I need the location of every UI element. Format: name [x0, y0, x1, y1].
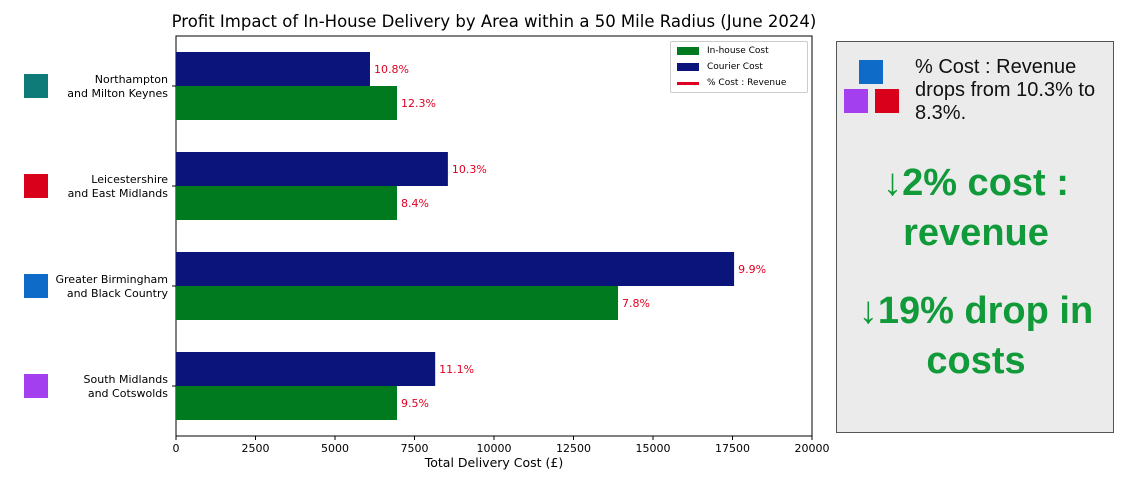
y-tick-label-line2: and East Midlands	[68, 187, 169, 200]
purple-square-icon	[844, 89, 868, 113]
y-tick-label-line2: and Black Country	[67, 287, 169, 300]
x-tick-label: 2500	[242, 442, 270, 455]
courier-cost-bar	[176, 52, 370, 86]
red-square-icon	[875, 89, 899, 113]
area-color-square-icon	[24, 74, 48, 98]
legend-swatch-inhouse	[677, 47, 699, 55]
inhouse-cost-revenue-label: 8.4%	[401, 197, 429, 210]
legend-item-inhouse: In-house Cost	[677, 44, 769, 58]
cost-revenue-note: % Cost : Revenue drops from 10.3% to 8.3…	[915, 56, 1096, 124]
legend-item-cost-revenue: % Cost : Revenue	[677, 76, 786, 90]
area-color-square-icon	[24, 274, 48, 298]
chart-title: Profit Impact of In-House Delivery by Ar…	[172, 12, 817, 31]
courier-cost-revenue-label: 9.9%	[738, 263, 766, 276]
chart-legend: In-house Cost Courier Cost % Cost : Reve…	[670, 41, 808, 93]
inhouse-cost-bar	[176, 386, 398, 420]
inhouse-cost-revenue-label: 7.8%	[622, 297, 650, 310]
x-tick-label: 12500	[556, 442, 591, 455]
cost-revenue-headline: ↓2% cost : revenue	[883, 162, 1069, 254]
inhouse-cost-revenue-label: 9.5%	[401, 397, 429, 410]
y-tick-label-line1: Leicestershire	[91, 173, 168, 186]
courier-cost-revenue-label: 10.3%	[452, 163, 487, 176]
courier-cost-revenue-label: 11.1%	[439, 363, 474, 376]
bar-chart: Profit Impact of In-House Delivery by Ar…	[24, 12, 830, 470]
courier-cost-bar	[176, 352, 436, 386]
cost-drop-headline: ↓19% drop in costs	[858, 290, 1094, 382]
courier-cost-revenue-label: 10.8%	[374, 63, 409, 76]
courier-cost-bar	[176, 252, 735, 286]
legend-label-courier: Courier Cost	[707, 62, 763, 72]
x-axis-label: Total Delivery Cost (£)	[424, 455, 564, 470]
legend-item-courier: Courier Cost	[677, 60, 763, 74]
x-tick-label: 0	[173, 442, 180, 455]
x-tick-label: 17500	[715, 442, 750, 455]
y-tick-label-line1: Northampton	[95, 73, 168, 86]
y-tick-label-line1: Greater Birmingham	[56, 273, 169, 286]
y-tick-label-line2: and Cotswolds	[88, 387, 168, 400]
y-tick-label-line1: South Midlands	[84, 373, 169, 386]
x-tick-label: 20000	[795, 442, 830, 455]
summary-panel: % Cost : Revenue drops from 10.3% to 8.3…	[836, 41, 1114, 433]
area-color-square-icon	[24, 374, 48, 398]
x-tick-label: 5000	[321, 442, 349, 455]
inhouse-cost-bar	[176, 86, 398, 120]
legend-label-inhouse: In-house Cost	[707, 46, 769, 56]
inhouse-cost-bar	[176, 286, 619, 320]
x-tick-label: 15000	[636, 442, 671, 455]
courier-cost-bar	[176, 152, 448, 186]
inhouse-cost-revenue-label: 12.3%	[401, 97, 436, 110]
inhouse-cost-bar	[176, 186, 398, 220]
legend-swatch-cost-revenue	[677, 81, 699, 85]
area-color-square-icon	[24, 174, 48, 198]
x-tick-label: 7500	[401, 442, 429, 455]
x-tick-label: 10000	[477, 442, 512, 455]
legend-swatch-courier	[677, 63, 699, 71]
blue-square-icon	[859, 60, 883, 84]
y-tick-label-line2: and Milton Keynes	[67, 87, 168, 100]
legend-label-cost-revenue: % Cost : Revenue	[707, 78, 787, 88]
